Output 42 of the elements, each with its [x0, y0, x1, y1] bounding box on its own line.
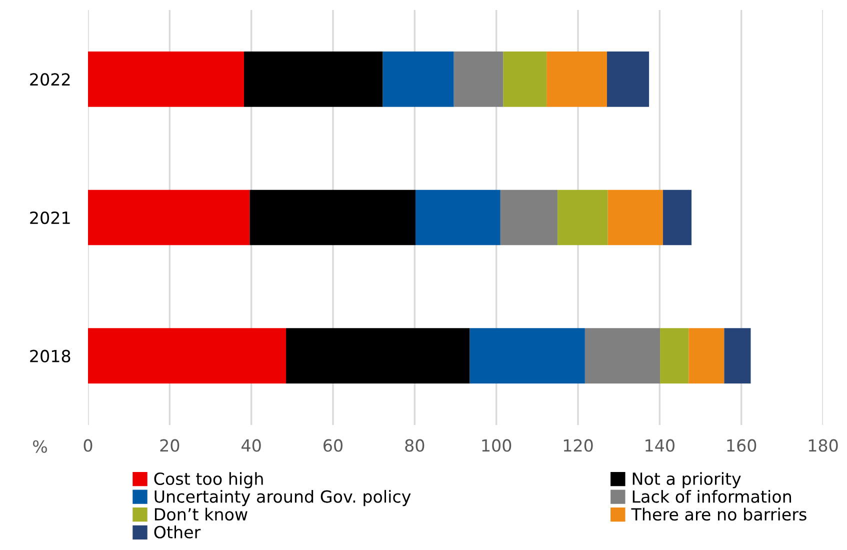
bar [500, 190, 558, 246]
legend-label: Don’t know [154, 508, 248, 521]
bar [558, 190, 608, 246]
legend-label: Uncertainty around Gov. policy [154, 490, 411, 506]
y-tick-label: 2021 [30, 211, 70, 224]
bar [608, 190, 663, 246]
x-tick-label: 180 [808, 439, 838, 452]
bar [88, 52, 244, 107]
legend-label: There are no barriers [631, 508, 806, 521]
bar [244, 52, 383, 107]
legend-label: Not a priority [632, 472, 741, 488]
bar [382, 52, 454, 107]
legend-label: Lack of information [632, 490, 791, 503]
x-tick-label: 160 [727, 439, 756, 452]
bar [286, 328, 470, 384]
bar [546, 52, 607, 107]
bar [606, 52, 650, 107]
x-tick-label: 20 [160, 439, 180, 452]
bar [660, 328, 689, 384]
legend-label: Other [154, 526, 201, 538]
bar [503, 52, 547, 107]
y-tick-label: 2018 [30, 350, 70, 362]
x-tick-label: 60 [324, 439, 342, 452]
bar [470, 328, 585, 384]
y-tick-label: 2022 [30, 73, 70, 86]
bar [724, 328, 751, 384]
x-tick-label: 140 [646, 439, 674, 452]
bar [250, 190, 416, 246]
legend-label: Cost too high [154, 472, 263, 488]
bar [415, 190, 500, 246]
bar [454, 52, 504, 107]
x-axis-title: % [33, 440, 47, 453]
bar [88, 190, 250, 246]
x-tick-label: 100 [482, 439, 512, 452]
bar [88, 328, 286, 384]
x-tick-label: 80 [405, 439, 424, 452]
bar [584, 328, 660, 384]
bar [688, 328, 724, 384]
x-tick-label: 120 [564, 439, 593, 452]
bar [662, 190, 692, 246]
x-tick-label: 40 [242, 439, 261, 452]
x-tick-label: 0 [84, 439, 92, 452]
